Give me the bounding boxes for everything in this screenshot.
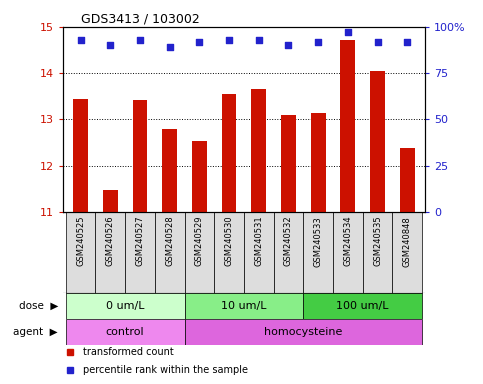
Text: 10 um/L: 10 um/L (221, 301, 267, 311)
Point (374, 39, 382, 45)
Bar (155, 212, 185, 293)
Text: GSM240532: GSM240532 (284, 216, 293, 266)
Text: percentile rank within the sample: percentile rank within the sample (83, 365, 248, 375)
Text: GSM240525: GSM240525 (76, 216, 85, 266)
Text: dose  ▶: dose ▶ (18, 301, 58, 311)
Text: GSM240531: GSM240531 (254, 216, 263, 266)
Bar (400, 148, 414, 212)
Text: GSM240534: GSM240534 (343, 216, 352, 266)
Bar (251, 89, 266, 212)
Text: GSM240533: GSM240533 (313, 216, 323, 266)
Bar (222, 94, 237, 212)
Bar (341, 40, 355, 212)
Text: GSM240530: GSM240530 (225, 216, 234, 266)
Bar (370, 71, 385, 212)
Point (225, 37, 233, 43)
Bar (185, 319, 422, 344)
Bar (125, 212, 155, 293)
Bar (96, 212, 125, 293)
Text: GSM240526: GSM240526 (106, 216, 115, 266)
Bar (103, 190, 118, 212)
Text: 0 um/L: 0 um/L (106, 301, 144, 311)
Point (106, 42, 114, 48)
Point (403, 39, 411, 45)
Bar (333, 212, 363, 293)
Point (166, 44, 173, 50)
Bar (185, 293, 303, 319)
Bar (214, 212, 244, 293)
Bar (73, 99, 88, 212)
Bar (66, 319, 185, 344)
Text: GSM240529: GSM240529 (195, 216, 204, 266)
Point (136, 37, 144, 43)
Point (255, 37, 263, 43)
Bar (303, 212, 333, 293)
Point (196, 39, 203, 45)
Bar (273, 212, 303, 293)
Bar (132, 100, 147, 212)
Bar (363, 212, 392, 293)
Bar (303, 293, 422, 319)
Point (314, 39, 322, 45)
Bar (311, 113, 326, 212)
Text: 100 um/L: 100 um/L (337, 301, 389, 311)
Point (77, 37, 85, 43)
Point (344, 29, 352, 35)
Text: transformed count: transformed count (83, 348, 173, 358)
Bar (244, 212, 273, 293)
Bar (162, 129, 177, 212)
Text: control: control (106, 326, 144, 336)
Bar (66, 293, 185, 319)
Bar (192, 141, 207, 212)
Text: agent  ▶: agent ▶ (14, 326, 58, 336)
Bar (281, 115, 296, 212)
Point (284, 42, 292, 48)
Text: GDS3413 / 103002: GDS3413 / 103002 (81, 13, 199, 26)
Bar (66, 212, 96, 293)
Bar (392, 212, 422, 293)
Text: GSM240528: GSM240528 (165, 216, 174, 266)
Text: GSM240527: GSM240527 (136, 216, 144, 266)
Text: GSM240848: GSM240848 (403, 216, 412, 266)
Text: homocysteine: homocysteine (264, 326, 342, 336)
Text: GSM240535: GSM240535 (373, 216, 382, 266)
Bar (185, 212, 214, 293)
